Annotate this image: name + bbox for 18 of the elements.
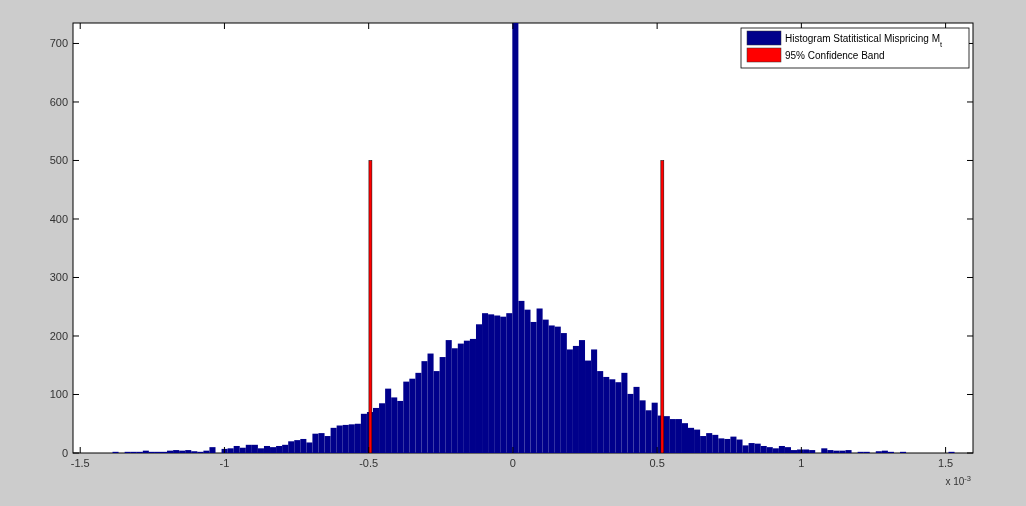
y-tick-label: 100 (49, 388, 68, 401)
y-tick-label: 700 (49, 37, 68, 50)
legend-label: Histogram Statitistical Mispricing M$_{t}$ (785, 33, 944, 49)
legend-label: 95% Confidence Band (785, 50, 885, 61)
x-tick-label: -0.5 (359, 457, 379, 469)
y-tick-label: 500 (49, 154, 68, 167)
y-tick-label: 300 (49, 271, 68, 284)
y-tick-label: 0 (61, 447, 68, 459)
x-tick-label: 1 (798, 457, 805, 469)
y-tick-label: 400 (49, 212, 68, 225)
y-tick-label: 600 (49, 95, 68, 108)
x-tick-label: -1.5 (70, 457, 90, 469)
x-tick-label: 1.5 (937, 457, 954, 469)
x-tick-label: 0.5 (649, 457, 665, 469)
text: x 10$^{-3}$ (945, 473, 971, 487)
y-tick-label: 200 (49, 329, 68, 342)
x-tick-label: -1 (219, 457, 230, 469)
x-tick-label: 0 (509, 457, 516, 469)
